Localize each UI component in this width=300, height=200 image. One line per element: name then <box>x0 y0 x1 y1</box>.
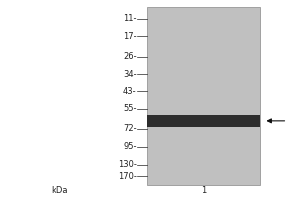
Text: kDa: kDa <box>51 186 68 195</box>
Bar <box>147 115 260 127</box>
Text: 55-: 55- <box>123 104 136 113</box>
Bar <box>147 7 260 185</box>
Text: 1: 1 <box>201 186 206 195</box>
Text: 95-: 95- <box>123 142 136 151</box>
Text: 34-: 34- <box>123 70 136 79</box>
Text: 17-: 17- <box>123 32 136 41</box>
Text: 11-: 11- <box>123 14 136 23</box>
Text: 170-: 170- <box>118 172 136 181</box>
Text: 130-: 130- <box>118 160 136 169</box>
Text: 43-: 43- <box>123 87 136 96</box>
Text: 26-: 26- <box>123 52 136 61</box>
Text: 72-: 72- <box>123 124 136 133</box>
